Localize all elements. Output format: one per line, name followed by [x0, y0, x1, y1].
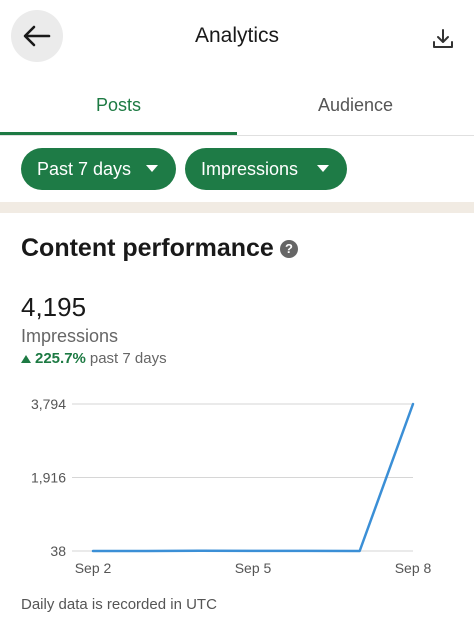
caret-down-icon [146, 165, 158, 172]
series-line [91, 402, 415, 553]
tab-posts[interactable]: Posts [95, 95, 142, 115]
footnote: Daily data is recorded in UTC [21, 596, 217, 613]
download-icon [433, 29, 453, 48]
y-tick-label: 3,794 [31, 396, 66, 412]
arrow-left-icon [23, 25, 51, 47]
y-tick-label: 1,916 [31, 470, 66, 486]
active-tab-indicator [0, 132, 237, 135]
section-title: Content performance [21, 234, 274, 262]
tab-audience[interactable]: Audience [317, 95, 394, 115]
period-dropdown[interactable]: Past 7 days [21, 148, 176, 190]
download-button[interactable] [428, 24, 458, 54]
metric-label: Impressions [21, 326, 119, 346]
help-icon[interactable]: ? [280, 240, 298, 258]
metric-dropdown[interactable]: Impressions [185, 148, 347, 190]
x-tick-label: Sep 8 [395, 560, 432, 576]
impressions-total: 4,195 [21, 292, 87, 322]
caret-down-icon [317, 165, 329, 172]
metric-dropdown-label: Impressions [201, 158, 299, 179]
change-row: 225.7% past 7 days [21, 350, 167, 367]
tab-bar: Posts Audience [0, 74, 474, 136]
back-button[interactable] [11, 10, 63, 62]
change-period: past 7 days [89, 350, 167, 367]
filter-row: Past 7 days Impressions [0, 148, 474, 192]
x-tick-label: Sep 5 [235, 560, 272, 576]
x-tick-label: Sep 2 [75, 560, 112, 576]
impressions-line-chart: 38 1,916 3,794 Sep 2 Sep 5 Sep 8 [31, 396, 432, 576]
section-divider [0, 202, 474, 213]
triangle-up-icon [21, 354, 31, 363]
y-tick-label: 38 [50, 543, 66, 559]
page-title: Analytics [194, 24, 280, 47]
top-bar: Analytics [0, 0, 474, 74]
change-percent: 225.7% [35, 350, 86, 367]
period-dropdown-label: Past 7 days [37, 158, 132, 179]
